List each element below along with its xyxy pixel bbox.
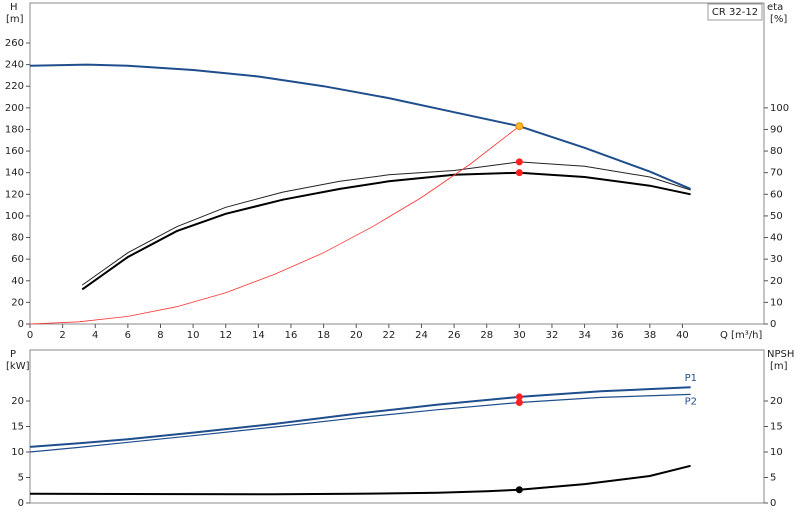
curve — [29, 386, 691, 448]
y2-tick-label: 15 — [770, 422, 783, 433]
y-tick-label: 40 — [11, 276, 24, 287]
x-tick-label: 2 — [59, 330, 65, 341]
plot-frame — [29, 349, 765, 504]
point-marker — [515, 122, 524, 131]
y-tick-label: 0 — [18, 319, 24, 330]
x-tick-label: 34 — [578, 330, 591, 341]
x-tick-label: 16 — [285, 330, 298, 341]
x-tick-label: 40 — [676, 330, 689, 341]
y-tick-label: 100 — [5, 211, 24, 222]
y2-tick-label: 10 — [770, 297, 783, 308]
point-marker — [515, 486, 523, 494]
x-tick-label: 10 — [187, 330, 200, 341]
legend-label: P1 — [685, 373, 697, 384]
y2-tick-label: 80 — [770, 146, 783, 157]
x-tick-label: 38 — [643, 330, 656, 341]
y2-tick-label: 70 — [770, 168, 783, 179]
curve — [29, 63, 691, 190]
x-tick-label: 28 — [480, 330, 493, 341]
y2-unit: [%] — [770, 14, 787, 25]
y2-tick-label: 20 — [770, 276, 783, 287]
curve — [29, 125, 520, 325]
y-tick-label: 10 — [11, 447, 24, 458]
y2-tick-label: 10 — [770, 447, 783, 458]
y-unit: [kW] — [6, 361, 30, 372]
point-marker — [515, 399, 523, 407]
y2-tick-label: 50 — [770, 211, 783, 222]
x-tick-label: 12 — [219, 330, 232, 341]
y-tick-label: 200 — [5, 103, 24, 114]
y-label: H — [10, 2, 18, 13]
title-box — [707, 3, 763, 21]
y-label: P — [10, 349, 16, 360]
y-tick-label: 20 — [11, 396, 24, 407]
y-tick-label: 120 — [5, 189, 24, 200]
y-tick-label: 180 — [5, 124, 24, 135]
curve — [81, 171, 691, 291]
point-marker — [515, 393, 523, 401]
y2-tick-label: 90 — [770, 124, 783, 135]
x-tick-label: 32 — [546, 330, 559, 341]
y2-label: NPSH — [767, 349, 794, 360]
y-unit: [m] — [6, 14, 24, 25]
x-tick-label: 14 — [252, 330, 265, 341]
x-tick-label: 24 — [415, 330, 428, 341]
plot-frame — [29, 2, 765, 325]
y2-tick-label: 5 — [770, 473, 776, 484]
y2-tick-label: 0 — [770, 498, 776, 509]
curve — [81, 161, 691, 286]
y-tick-label: 20 — [11, 297, 24, 308]
y2-tick-label: 0 — [770, 319, 776, 330]
x-tick-label: 4 — [92, 330, 98, 341]
y-tick-label: 140 — [5, 168, 24, 179]
y-tick-label: 160 — [5, 146, 24, 157]
point-marker — [515, 169, 523, 177]
y-tick-label: 15 — [11, 422, 24, 433]
y2-tick-label: 20 — [770, 396, 783, 407]
y-tick-label: 260 — [5, 38, 24, 49]
y-tick-label: 0 — [18, 498, 24, 509]
x-tick-label: 18 — [317, 330, 330, 341]
legend-label: P2 — [685, 396, 697, 407]
x-tick-label: 30 — [513, 330, 526, 341]
x-tick-label: 8 — [157, 330, 163, 341]
y-tick-label: 5 — [18, 473, 24, 484]
y-tick-label: 60 — [11, 254, 24, 265]
y-tick-label: 240 — [5, 60, 24, 71]
x-tick-label: 36 — [611, 330, 624, 341]
x-tick-label: 6 — [125, 330, 131, 341]
y2-tick-label: 100 — [770, 103, 789, 114]
x-label: Q [m³/h] — [720, 330, 762, 341]
curve — [29, 393, 691, 453]
y2-tick-label: 60 — [770, 189, 783, 200]
x-tick-label: 22 — [382, 330, 395, 341]
y2-tick-label: 30 — [770, 254, 783, 265]
x-tick-label: 0 — [27, 330, 33, 341]
y-tick-label: 80 — [11, 233, 24, 244]
y2-label: eta — [767, 2, 783, 13]
point-marker — [515, 158, 523, 166]
x-tick-label: 20 — [350, 330, 363, 341]
x-tick-label: 26 — [448, 330, 461, 341]
chart-title: CR 32-12 — [712, 7, 758, 18]
curve — [29, 464, 691, 496]
y2-tick-label: 40 — [770, 233, 783, 244]
y-tick-label: 220 — [5, 81, 24, 92]
y2-unit: [m] — [770, 361, 788, 372]
